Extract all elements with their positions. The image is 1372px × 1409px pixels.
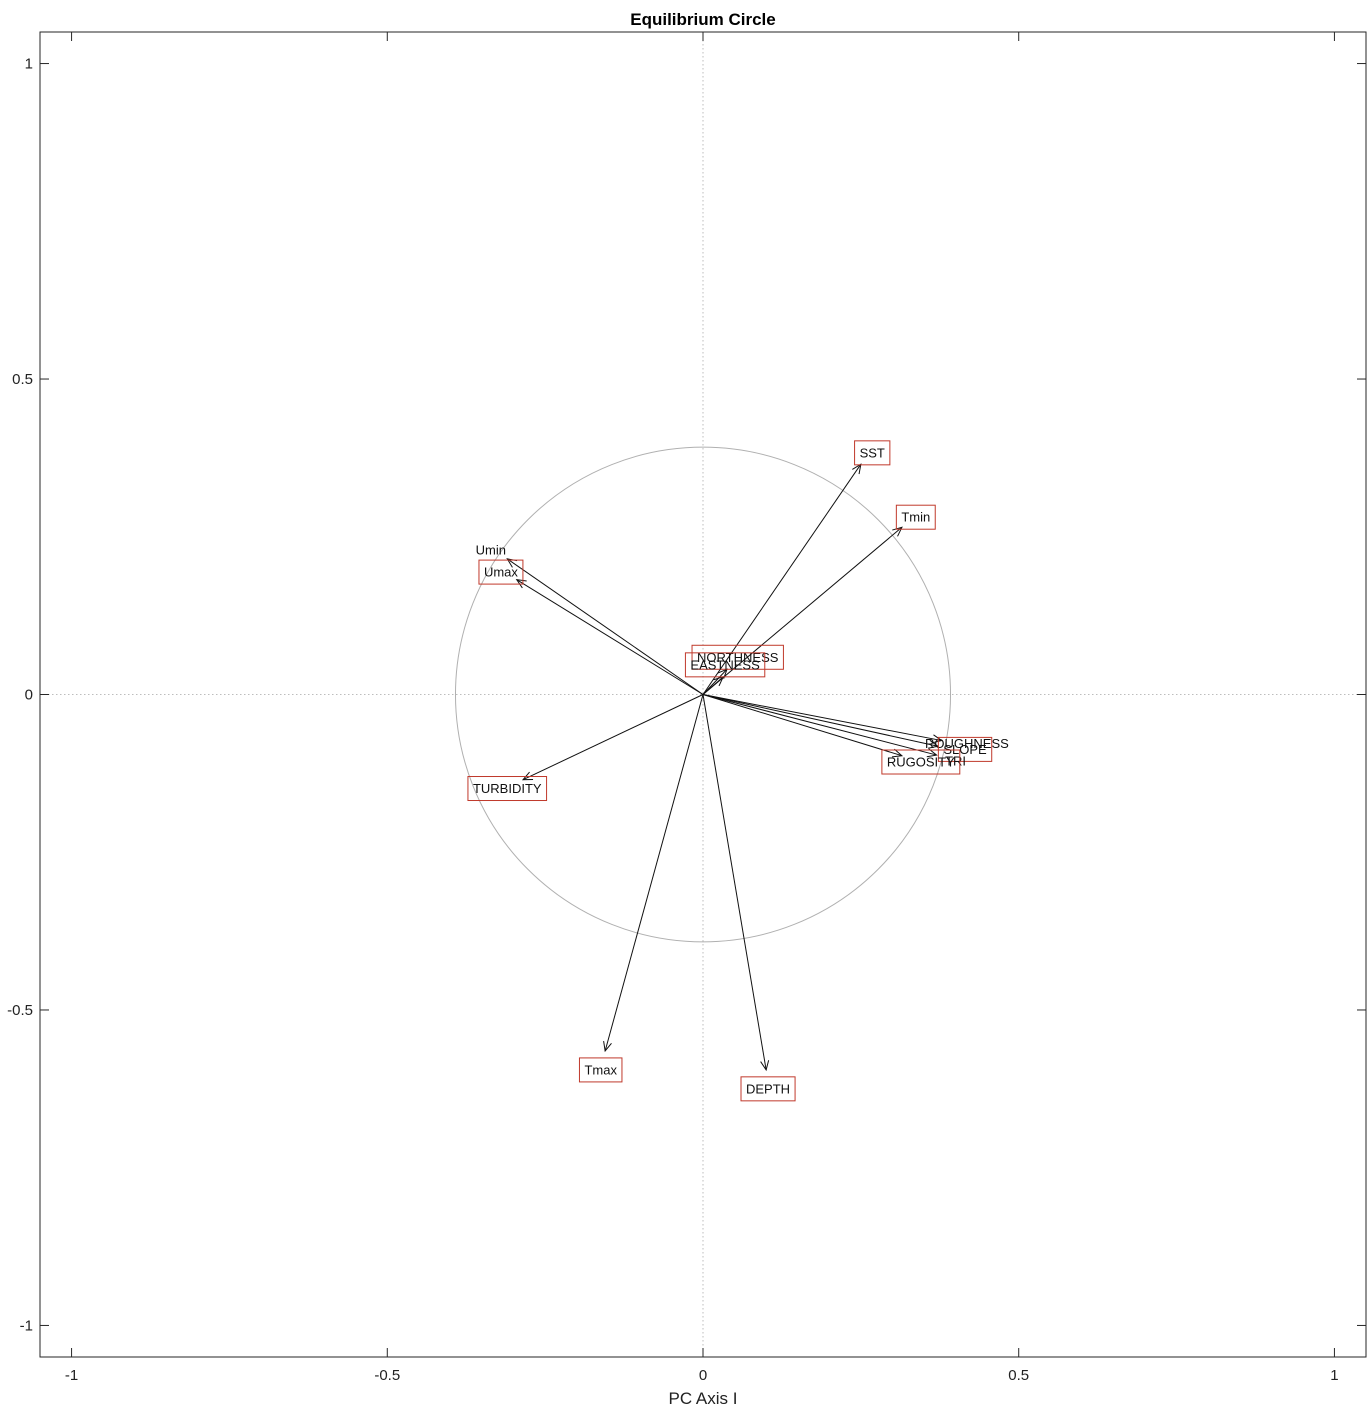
vector-label-turbidity: TURBIDITY [473, 781, 542, 796]
vector-label-slope: SLOPE [943, 742, 987, 757]
vector-arrow-roughness [702, 694, 942, 742]
vector-label-box-tmin [895, 504, 936, 530]
vector-arrowhead-tmax [603, 1041, 612, 1053]
vector-arrow-rugosity [702, 694, 903, 757]
vector-label-tmax: Tmax [584, 1062, 617, 1077]
vector-arrow-turbidity [522, 694, 704, 781]
x-tick-label: -1 [65, 1367, 78, 1384]
vector-label-umin: Umin [476, 543, 506, 558]
vector-label-box-turbidity [467, 776, 548, 802]
vector-label-roughness: ROUGHNESS [925, 736, 1009, 751]
y-tick-label: 0 [25, 687, 33, 704]
vector-arrowhead-sst [852, 463, 862, 475]
vector-label-tmin: Tmin [901, 510, 930, 525]
vector-label-box-rugosity [881, 749, 961, 775]
vector-label-eastness: EASTNESS [690, 657, 760, 672]
vector-arrowhead-depth [760, 1060, 770, 1072]
vector-label-box-tmax [578, 1057, 623, 1083]
vector-label-depth: DEPTH [746, 1081, 790, 1096]
equilibrium-circle [454, 446, 952, 943]
chart-title: Equilibrium Circle [630, 10, 775, 29]
vector-arrowhead-tri [926, 748, 938, 758]
vector-arrow-tmin [702, 526, 903, 695]
y-tick-label: -0.5 [7, 1002, 33, 1019]
y-tick-label: 1 [25, 56, 33, 73]
vector-arrow-umin [506, 558, 704, 695]
x-tick-label: 0 [699, 1367, 707, 1384]
y-tick-label: 0.5 [12, 371, 33, 388]
vector-arrow-umax [516, 579, 704, 695]
vector-label-box-umax [478, 559, 524, 585]
vector-arrow-northness [702, 668, 728, 695]
x-tick-label: -0.5 [374, 1367, 400, 1384]
vector-arrow-tri [702, 694, 937, 756]
vector-arrowhead-roughness [931, 734, 943, 744]
vector-arrow-sst [702, 463, 862, 695]
y-tick-label: -1 [20, 1317, 33, 1334]
vector-arrow-eastness [702, 676, 724, 695]
x-tick-label: 1 [1330, 1367, 1338, 1384]
vector-arrowhead-rugosity [891, 748, 904, 758]
vector-arrow-slope [702, 694, 938, 747]
vector-label-sst: SST [860, 445, 885, 460]
vector-arrow-depth [702, 694, 767, 1070]
vector-label-northness: NORTHNESS [697, 650, 779, 665]
vector-label-box-sst [854, 440, 891, 466]
vector-label-tri: TRI [945, 753, 966, 768]
x-tick-label: 0.5 [1008, 1367, 1029, 1384]
vector-label-rugosity: RUGOSITY [887, 755, 955, 770]
vector-label-box-slope [937, 736, 993, 762]
vector-label-box-eastness [684, 652, 766, 678]
vector-label-box-northness [691, 644, 784, 670]
x-axis-label: PC Axis I [669, 1389, 738, 1408]
vector-arrow-tmax [604, 694, 704, 1052]
axes-frame [39, 31, 1367, 1358]
vector-arrowhead-tmin [892, 526, 903, 537]
vector-arrowhead-turbidity [521, 771, 534, 781]
axis-ticks: -1 -0.5 0 0.5 1 -1 -0.5 0 0.5 1 [7, 32, 1366, 1384]
vector-label-box-depth [740, 1076, 796, 1102]
vector-label-umax: Umax [484, 565, 518, 580]
